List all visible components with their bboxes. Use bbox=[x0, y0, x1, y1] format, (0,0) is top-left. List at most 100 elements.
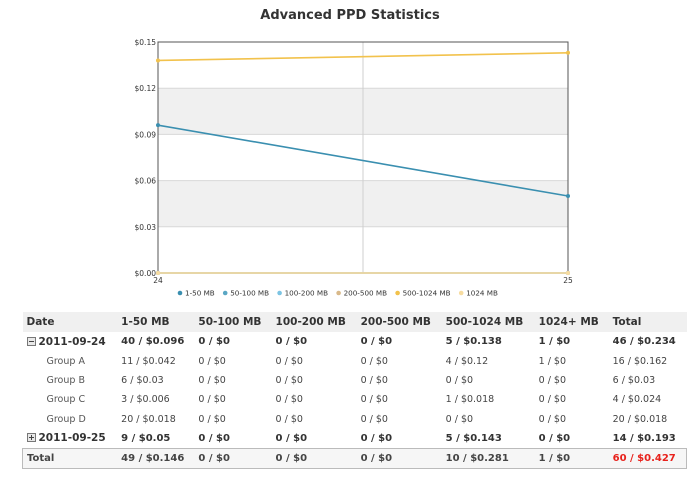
data-point-1-50-mb[interactable] bbox=[566, 194, 570, 198]
legend-item-1-50-mb[interactable]: 1-50 MB bbox=[177, 289, 215, 298]
cell-1-50-mb: 11 / $0.042 bbox=[121, 355, 176, 367]
cell-200-500-mb: 0 / $0 bbox=[356, 447, 442, 469]
legend-label: 50-100 MB bbox=[230, 289, 269, 298]
cell-total: 60 / $0.427 bbox=[608, 447, 687, 469]
cell-total: 4 / $0.024 bbox=[612, 394, 662, 406]
cell-500-1024-mb: 5 / $0.138 bbox=[445, 336, 502, 348]
cell-1-50-mb: 3 / $0.006 bbox=[121, 394, 170, 406]
cell-1-50-mb: 49 / $0.146 bbox=[117, 447, 195, 469]
cell-group-name: Group B bbox=[46, 374, 85, 386]
cell-1-50-mb: 9 / $0.05 bbox=[121, 432, 171, 444]
data-point-500-1024-mb[interactable] bbox=[156, 58, 160, 63]
cell-1024-mb: 0 / $0 bbox=[538, 394, 567, 406]
cell-group-name: Group A bbox=[46, 355, 85, 367]
data-point-1-50-mb[interactable] bbox=[156, 123, 160, 128]
column-header-date[interactable]: Date bbox=[22, 312, 118, 332]
line-chart: $0.00 $0.03 $0.06 $0.09 $0.12 $0.15 24 25 1-50 M… bbox=[135, 38, 573, 298]
legend-item-200-500-mb[interactable]: 200-500 MB bbox=[336, 289, 387, 298]
legend-swatch bbox=[336, 290, 341, 296]
cell-500-1024-mb: 0 / $0 bbox=[445, 374, 474, 386]
cell-total: 14 / $0.193 bbox=[612, 432, 676, 444]
legend-label: 1024 MB bbox=[466, 289, 498, 298]
cell-1024-mb: 1 / $0 bbox=[538, 336, 571, 348]
cell-50-100-mb: 0 / $0 bbox=[198, 413, 226, 425]
cell-50-100-mb: 0 / $0 bbox=[198, 374, 226, 386]
cell-200-500-mb: 0 / $0 bbox=[360, 336, 393, 348]
table-row-date: 2011-09-24 40 / $0.096 0 / $0 0 / $0 0 / $0 5… bbox=[23, 332, 687, 351]
cell-50-100-mb: 0 / $0 bbox=[198, 336, 230, 348]
cell-total-label: Total bbox=[22, 447, 118, 469]
cell-1024-mb: 1 / $0 bbox=[534, 447, 609, 469]
legend-swatch bbox=[222, 290, 228, 296]
column-header-200-500-mb[interactable]: 200-500 MB bbox=[356, 312, 442, 332]
cell-100-200-mb: 0 / $0 bbox=[271, 447, 357, 469]
legend-item-1024-mb[interactable]: 1024 MB bbox=[458, 289, 498, 298]
cell-200-500-mb: 0 / $0 bbox=[360, 394, 388, 406]
y-tick-label: $0.15 bbox=[135, 38, 157, 47]
y-tick-label: $0.12 bbox=[135, 84, 157, 93]
data-point-1024-mb[interactable] bbox=[566, 271, 570, 275]
collapse-icon[interactable] bbox=[26, 336, 36, 346]
expand-icon[interactable] bbox=[26, 433, 36, 443]
column-header-1-50-mb[interactable]: 1-50 MB bbox=[117, 312, 195, 332]
legend-label: 1-50 MB bbox=[185, 289, 215, 298]
cell-1-50-mb: 20 / $0.018 bbox=[121, 413, 176, 425]
column-header-total[interactable]: Total bbox=[608, 312, 687, 332]
cell-1-50-mb: 6 / $0.03 bbox=[121, 374, 164, 386]
chart-legend: 1-50 MB 50-100 MB 100-200 MB 200-500 MB 500-… bbox=[177, 289, 498, 298]
cell-50-100-mb: 0 / $0 bbox=[198, 355, 226, 367]
cell-total: 16 / $0.162 bbox=[612, 355, 668, 367]
legend-item-100-200-mb[interactable]: 100-200 MB bbox=[277, 289, 328, 298]
cell-1024-mb: 1 / $0 bbox=[538, 355, 567, 367]
page-title: Advanced PPD Statistics bbox=[260, 8, 440, 23]
date-label: 2011-09-24 bbox=[38, 335, 106, 348]
cell-date: 2011-09-25 bbox=[23, 429, 118, 448]
table-row-total: Total 49 / $0.146 0 / $0 0 / $0 0 / $0 10 / $… bbox=[22, 447, 687, 469]
series-line-1-50-mb bbox=[157, 124, 569, 197]
cell-1-50-mb: 40 / $0.096 bbox=[121, 336, 185, 348]
cell-200-500-mb: 0 / $0 bbox=[360, 355, 388, 367]
table-row-group: Group C 3 / $0.006 0 / $0 0 / $0 0 / $0 1 / $… bbox=[23, 390, 687, 409]
cell-100-200-mb: 0 / $0 bbox=[275, 432, 308, 444]
x-tick-label: 25 bbox=[563, 276, 573, 285]
table-row-group: Group D 20 / $0.018 0 / $0 0 / $0 0 / $0 0 / … bbox=[23, 410, 687, 429]
legend-swatch bbox=[458, 290, 464, 296]
legend-label: 100-200 MB bbox=[285, 289, 329, 298]
cell-1024-mb: 0 / $0 bbox=[538, 413, 567, 425]
series-line-500-1024-mb bbox=[157, 51, 569, 62]
legend-swatch bbox=[177, 290, 183, 296]
y-tick-label: $0.00 bbox=[135, 269, 157, 278]
cell-50-100-mb: 0 / $0 bbox=[198, 394, 226, 406]
legend-item-500-1024-mb[interactable]: 500-1024 MB bbox=[395, 289, 451, 298]
cell-500-1024-mb: 5 / $0.143 bbox=[445, 432, 502, 444]
cell-500-1024-mb: 4 / $0.12 bbox=[445, 355, 489, 367]
cell-100-200-mb: 0 / $0 bbox=[275, 394, 303, 406]
cell-200-500-mb: 0 / $0 bbox=[360, 432, 393, 444]
x-tick-label: 24 bbox=[153, 276, 163, 285]
cell-500-1024-mb: 10 / $0.281 bbox=[441, 447, 535, 469]
y-tick-label: $0.06 bbox=[135, 177, 157, 186]
table-header-row: Date 1-50 MB 50-100 MB 100-200 MB 200-500 MB… bbox=[22, 312, 687, 332]
column-header-500-1024-mb[interactable]: 500-1024 MB bbox=[441, 312, 535, 332]
legend-swatch bbox=[395, 290, 400, 296]
data-point-1024-mb[interactable] bbox=[156, 271, 160, 275]
cell-total: 20 / $0.018 bbox=[612, 413, 668, 425]
cell-100-200-mb: 0 / $0 bbox=[275, 374, 303, 386]
cell-total: 46 / $0.234 bbox=[612, 336, 676, 348]
column-header-100-200-mb[interactable]: 100-200 MB bbox=[271, 312, 357, 332]
cell-100-200-mb: 0 / $0 bbox=[275, 336, 308, 348]
date-label: 2011-09-25 bbox=[38, 432, 106, 445]
cell-100-200-mb: 0 / $0 bbox=[275, 355, 303, 367]
legend-label: 200-500 MB bbox=[344, 289, 388, 298]
cell-200-500-mb: 0 / $0 bbox=[360, 374, 388, 386]
legend-label: 500-1024 MB bbox=[403, 289, 451, 298]
column-header-1024-mb[interactable]: 1024+ MB bbox=[534, 312, 609, 332]
data-point-500-1024-mb[interactable] bbox=[566, 50, 570, 55]
cell-group-name: Group C bbox=[46, 394, 86, 406]
cell-50-100-mb: 0 / $0 bbox=[198, 432, 230, 444]
table-row-group: Group A 11 / $0.042 0 / $0 0 / $0 0 / $0 4 / … bbox=[23, 351, 687, 370]
cell-date: 2011-09-24 bbox=[23, 332, 118, 351]
legend-item-50-100-mb[interactable]: 50-100 MB bbox=[222, 289, 269, 298]
column-header-50-100-mb[interactable]: 50-100 MB bbox=[194, 312, 272, 332]
stats-table: Date 1-50 MB 50-100 MB 100-200 MB 200-500 MB… bbox=[22, 312, 687, 469]
